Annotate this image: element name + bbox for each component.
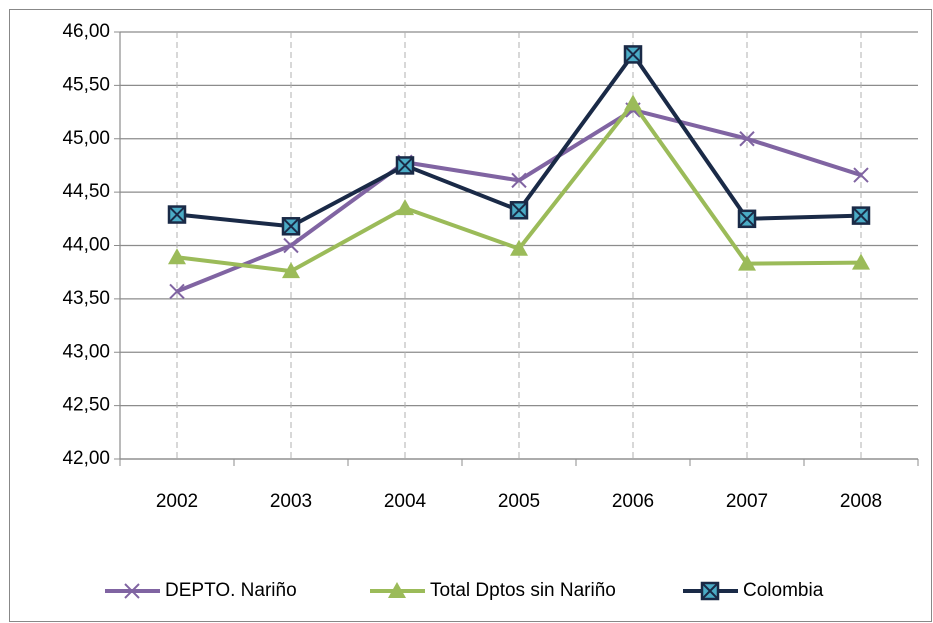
marker [737,209,757,229]
marker [282,262,300,279]
y-tick-label: 46,00 [62,21,110,42]
marker [168,248,186,265]
marker [124,583,140,599]
marker-shape [169,283,185,300]
marker-shape [738,254,756,271]
y-tick-label: 45,00 [62,128,110,149]
marker [283,237,299,254]
marker-shape [124,583,140,599]
legend-label: Colombia [743,580,824,601]
marker-shape [739,131,755,147]
y-tick-label: 43,00 [62,341,110,362]
x-tick-label: 2006 [612,491,654,512]
legend-label: DEPTO. Nariño [165,580,297,601]
x-tick-label: 2005 [498,491,540,512]
marker-shape [625,46,641,63]
marker-shape [853,167,869,183]
marker-shape [388,582,406,598]
marker-shape [624,94,642,111]
marker [511,172,527,189]
marker [169,283,185,300]
marker [738,254,756,271]
marker [624,94,642,111]
marker-shape [168,248,186,265]
y-tick-label: 44,00 [62,235,110,256]
x-tick-label: 2007 [726,491,768,512]
y-tick-label: 42,50 [62,395,110,416]
marker [851,206,871,225]
marker-shape [853,207,869,224]
marker-shape [396,199,414,216]
marker [852,253,870,270]
marker [281,217,301,236]
marker [395,156,415,175]
x-tick-label: 2003 [270,491,312,512]
x-tick-label: 2008 [840,491,882,512]
marker-shape [283,218,299,234]
chart-border [9,9,932,622]
y-tick-label: 45,50 [62,74,110,95]
marker-shape [169,206,185,223]
x-tick-label: 2004 [384,491,427,512]
x-tick-label: 2002 [156,491,198,512]
marker [396,199,414,216]
marker [700,581,720,601]
marker-shape [283,237,299,254]
marker-shape [397,157,413,174]
y-tick-label: 44,50 [62,181,110,202]
marker [739,131,755,147]
marker-shape [282,262,300,279]
y-tick-label: 42,00 [62,448,110,469]
legend-label: Total Dptos sin Nariño [430,580,616,601]
marker-shape [852,253,870,270]
marker-shape [510,239,528,256]
marker-shape [511,172,527,189]
marker-shape [511,202,527,218]
marker [167,205,187,224]
marker [510,239,528,256]
marker [388,582,406,598]
marker [509,201,529,220]
marker [623,45,643,64]
marker [853,167,869,183]
y-tick-label: 43,50 [62,288,110,309]
marker-shape [702,583,718,599]
marker-shape [739,211,755,227]
